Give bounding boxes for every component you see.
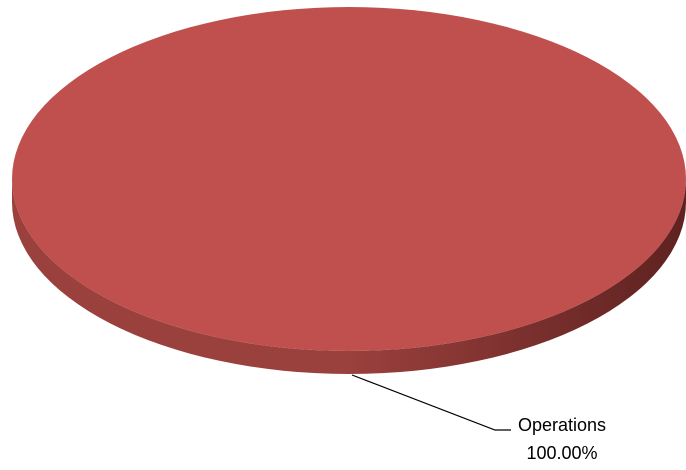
slice-label-name: Operations — [518, 415, 606, 435]
leader-line — [351, 374, 511, 431]
pie-slice-operations — [12, 7, 686, 351]
slice-label-percent: 100.00% — [526, 443, 597, 463]
